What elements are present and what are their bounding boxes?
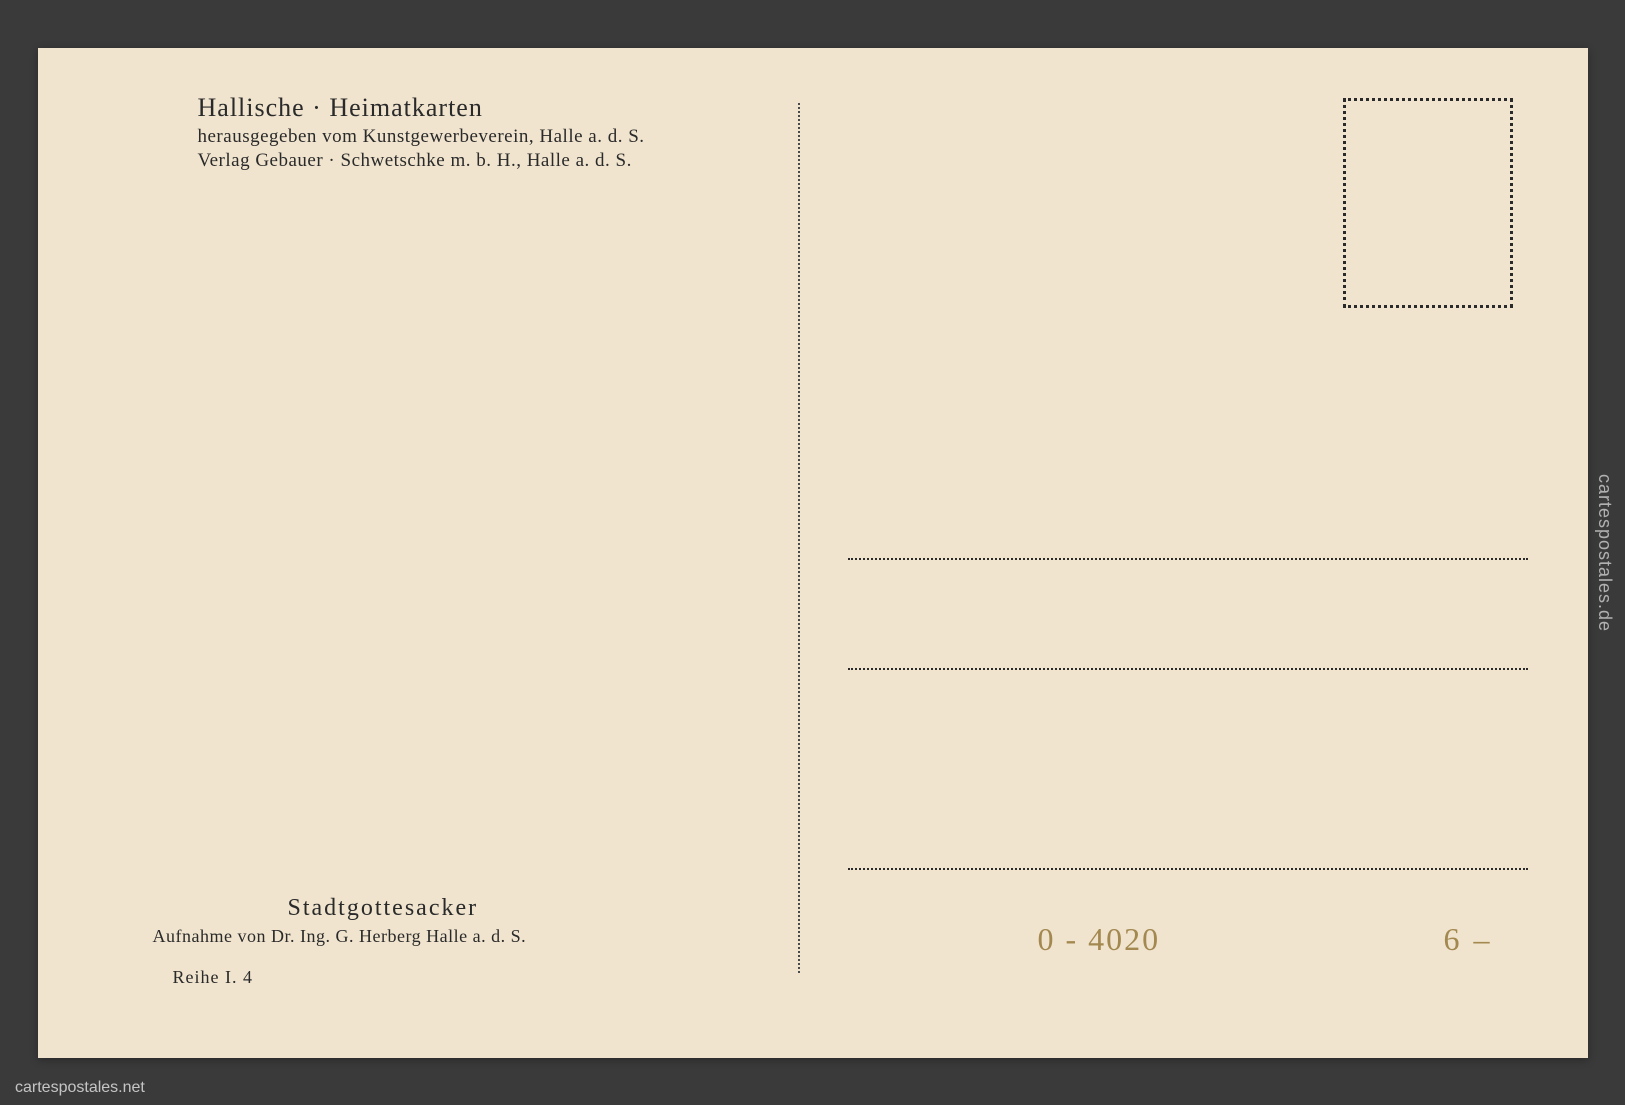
handwritten-code: 0 - 4020 — [1038, 921, 1161, 958]
subject-title: Stadtgottesacker — [288, 895, 527, 922]
postcard: Hallische · Heimatkarten herausgegeben v… — [38, 48, 1588, 1058]
bottom-block: Stadtgottesacker Aufnahme von Dr. Ing. G… — [153, 895, 527, 988]
header-block: Hallische · Heimatkarten herausgegeben v… — [198, 93, 645, 174]
header-title: Hallische · Heimatkarten — [198, 93, 645, 123]
handwritten-price: 6 – — [1444, 921, 1493, 958]
header-publisher-line2: Verlag Gebauer · Schwetschke m. b. H., H… — [198, 149, 645, 174]
header-publisher-line1: herausgegeben vom Kunstgewerbeverein, Ha… — [198, 125, 645, 150]
watermark-bottom: cartespostales.net — [15, 1079, 145, 1097]
vertical-divider — [798, 103, 800, 973]
watermark-side: cartespostales.de — [1594, 473, 1615, 631]
photo-credit: Aufnahme von Dr. Ing. G. Herberg Halle a… — [153, 926, 527, 947]
address-line-2 — [848, 668, 1528, 670]
stamp-box — [1343, 98, 1513, 308]
address-line-3 — [848, 868, 1528, 870]
series-number: Reihe I. 4 — [173, 967, 527, 988]
address-line-1 — [848, 558, 1528, 560]
